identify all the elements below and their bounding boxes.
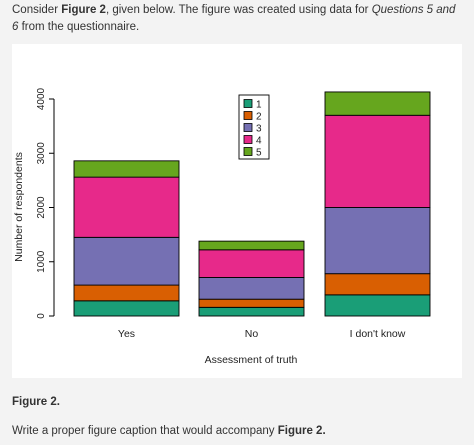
y-tick-label: 4000 [36, 87, 47, 110]
bar-segment-2-series-3 [198, 277, 305, 300]
instruction-figure-reference: Figure 2. [277, 425, 326, 437]
bar-segment-3-series-2 [324, 273, 431, 296]
legend-label-3: 3 [256, 124, 262, 135]
bar-segment-1-series-4 [73, 176, 180, 238]
bar-segment-2-series-5 [198, 240, 305, 251]
y-axis-label: Number of respondents [13, 152, 25, 262]
bar-segment-3-series-5 [324, 91, 431, 116]
legend-label-5: 5 [256, 148, 262, 159]
bar-segment-1-series-1 [73, 300, 180, 317]
bar-segment-2-series-4 [198, 249, 305, 278]
x-tick-label: I don't know [350, 328, 406, 340]
legend-swatch-5 [243, 147, 253, 156]
stacked-bar-chart: 0 1000 2000 3000 4000 Number of respondents Y… [13, 87, 431, 366]
figure-reference: Figure 2 [61, 4, 106, 16]
x-tick-label: No [245, 328, 259, 340]
legend-label-2: 2 [256, 112, 262, 123]
y-tick-label: 2000 [36, 196, 47, 219]
y-axis: 0 1000 2000 3000 4000 Number of respondents [13, 87, 55, 319]
legend-swatch-2 [243, 111, 253, 120]
legend-label-1: 1 [256, 100, 262, 111]
legend-swatch-1 [243, 99, 253, 108]
bar-segment-3-series-4 [324, 114, 431, 208]
x-axis-label: Assessment of truth [205, 354, 298, 366]
y-tick-label: 3000 [36, 142, 47, 165]
x-axis: Yes No I don't know Assessment of truth [118, 328, 406, 366]
legend-label-4: 4 [256, 136, 262, 147]
x-tick-label: Yes [118, 328, 135, 340]
figure-panel: 0 1000 2000 3000 4000 Number of respondents Y… [12, 44, 462, 378]
bar-segment-2-series-2 [198, 298, 305, 308]
legend-box [238, 94, 270, 160]
y-tick-label: 0 [36, 313, 47, 319]
bar-segment-1-series-2 [73, 284, 180, 302]
instruction-text: Write a proper figure caption that would… [12, 425, 326, 437]
legend-swatch-4 [243, 135, 253, 144]
bar-segment-3-series-3 [324, 207, 431, 275]
bars-group [73, 91, 431, 317]
bar-segment-1-series-3 [73, 236, 180, 286]
bar-segment-1-series-5 [73, 160, 180, 178]
bar-segment-3-series-1 [324, 294, 431, 317]
figure-label: Figure 2. [12, 396, 60, 408]
questions-reference: Questions 5 and 6 [12, 4, 456, 33]
legend-swatch-3 [243, 123, 253, 132]
bar-segment-2-series-1 [198, 306, 305, 317]
y-tick-label: 1000 [36, 250, 47, 273]
question-intro: Consider Figure 2, given below. The figu… [12, 4, 456, 33]
